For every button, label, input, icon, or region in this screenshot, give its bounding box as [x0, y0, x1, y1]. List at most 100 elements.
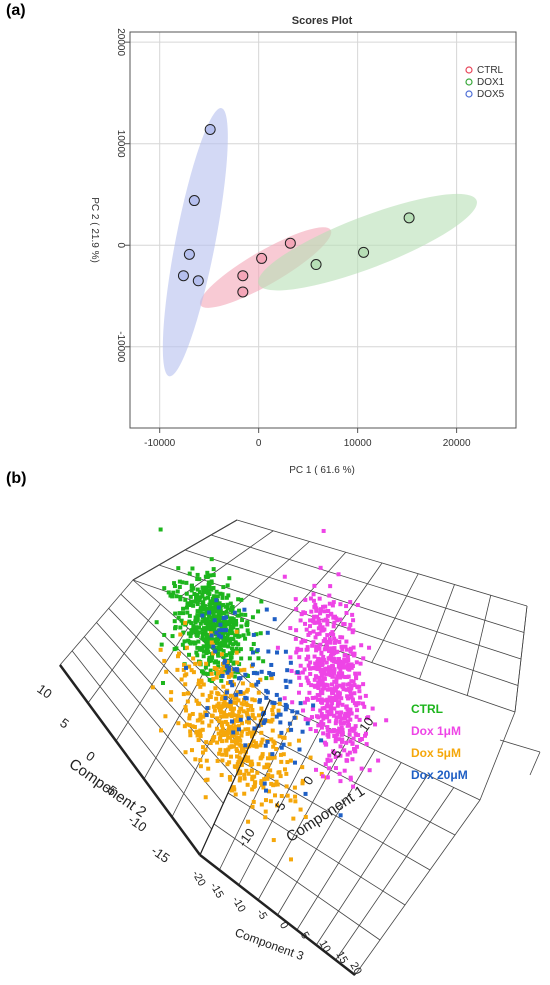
point [194, 650, 199, 655]
point [354, 744, 359, 749]
point [318, 608, 323, 613]
point [226, 674, 231, 679]
point [328, 584, 333, 589]
point [209, 615, 214, 620]
point [195, 587, 200, 592]
point [324, 683, 329, 688]
point [353, 671, 358, 676]
point [316, 617, 321, 622]
point [317, 631, 322, 636]
point [300, 765, 305, 770]
point [204, 587, 209, 592]
point [331, 600, 336, 605]
point [228, 706, 233, 711]
point [288, 660, 293, 665]
point [191, 656, 196, 661]
point [272, 617, 277, 622]
scores-plot-title: Scores Plot [292, 15, 353, 27]
point [249, 647, 254, 652]
point [323, 666, 328, 671]
point [344, 740, 349, 745]
point [216, 692, 221, 697]
point [217, 718, 222, 723]
point-ctrl [237, 270, 249, 282]
point [335, 703, 340, 708]
point [308, 660, 313, 665]
point [163, 714, 168, 719]
point [269, 662, 274, 667]
point [292, 715, 297, 720]
point [320, 678, 325, 683]
point [351, 736, 356, 741]
point [354, 660, 359, 665]
point [304, 627, 309, 632]
point [197, 647, 202, 652]
point [232, 667, 237, 672]
point [249, 768, 254, 773]
point [283, 678, 288, 683]
point [271, 744, 276, 749]
point [295, 710, 300, 715]
point [239, 729, 244, 734]
point [351, 679, 356, 684]
point [352, 747, 357, 752]
grid-line [499, 739, 541, 753]
point [215, 620, 220, 625]
point [326, 670, 331, 675]
point [347, 732, 352, 737]
grid-line [257, 737, 350, 901]
point [331, 659, 336, 664]
point [254, 632, 259, 637]
point [229, 788, 234, 793]
point [308, 672, 313, 677]
point [340, 737, 345, 742]
point [232, 713, 237, 718]
point-ctrl [237, 286, 249, 298]
point [222, 618, 227, 623]
point [237, 709, 242, 714]
point [221, 684, 226, 689]
point [317, 646, 322, 651]
point [361, 656, 366, 661]
point [201, 745, 206, 750]
point [324, 660, 329, 665]
point [207, 610, 212, 615]
point-dox5 [183, 248, 195, 260]
point [330, 690, 335, 695]
point [273, 793, 278, 798]
point [353, 724, 358, 729]
point [218, 747, 223, 752]
point [201, 602, 206, 607]
point [228, 658, 233, 663]
point [332, 646, 337, 651]
point [315, 697, 320, 702]
point [289, 668, 294, 673]
point [304, 657, 309, 662]
point [333, 721, 338, 726]
point [338, 659, 343, 664]
point [338, 712, 343, 717]
point [288, 798, 293, 803]
grid-line [87, 603, 161, 704]
point [267, 719, 272, 724]
point [204, 740, 209, 745]
point [320, 687, 325, 692]
point [355, 684, 360, 689]
point [259, 780, 264, 785]
point [216, 613, 221, 618]
scores-plot-ellipses [162, 108, 477, 377]
grid-line [96, 622, 236, 778]
component-1-edge [199, 699, 271, 856]
point [209, 587, 214, 592]
grid-line [514, 605, 528, 713]
point [303, 717, 308, 722]
point [239, 597, 244, 602]
point [204, 713, 209, 718]
point [332, 636, 337, 641]
point [328, 673, 333, 678]
point [259, 669, 264, 674]
point [230, 710, 235, 715]
point [317, 620, 322, 625]
point [345, 752, 350, 757]
point [317, 596, 322, 601]
